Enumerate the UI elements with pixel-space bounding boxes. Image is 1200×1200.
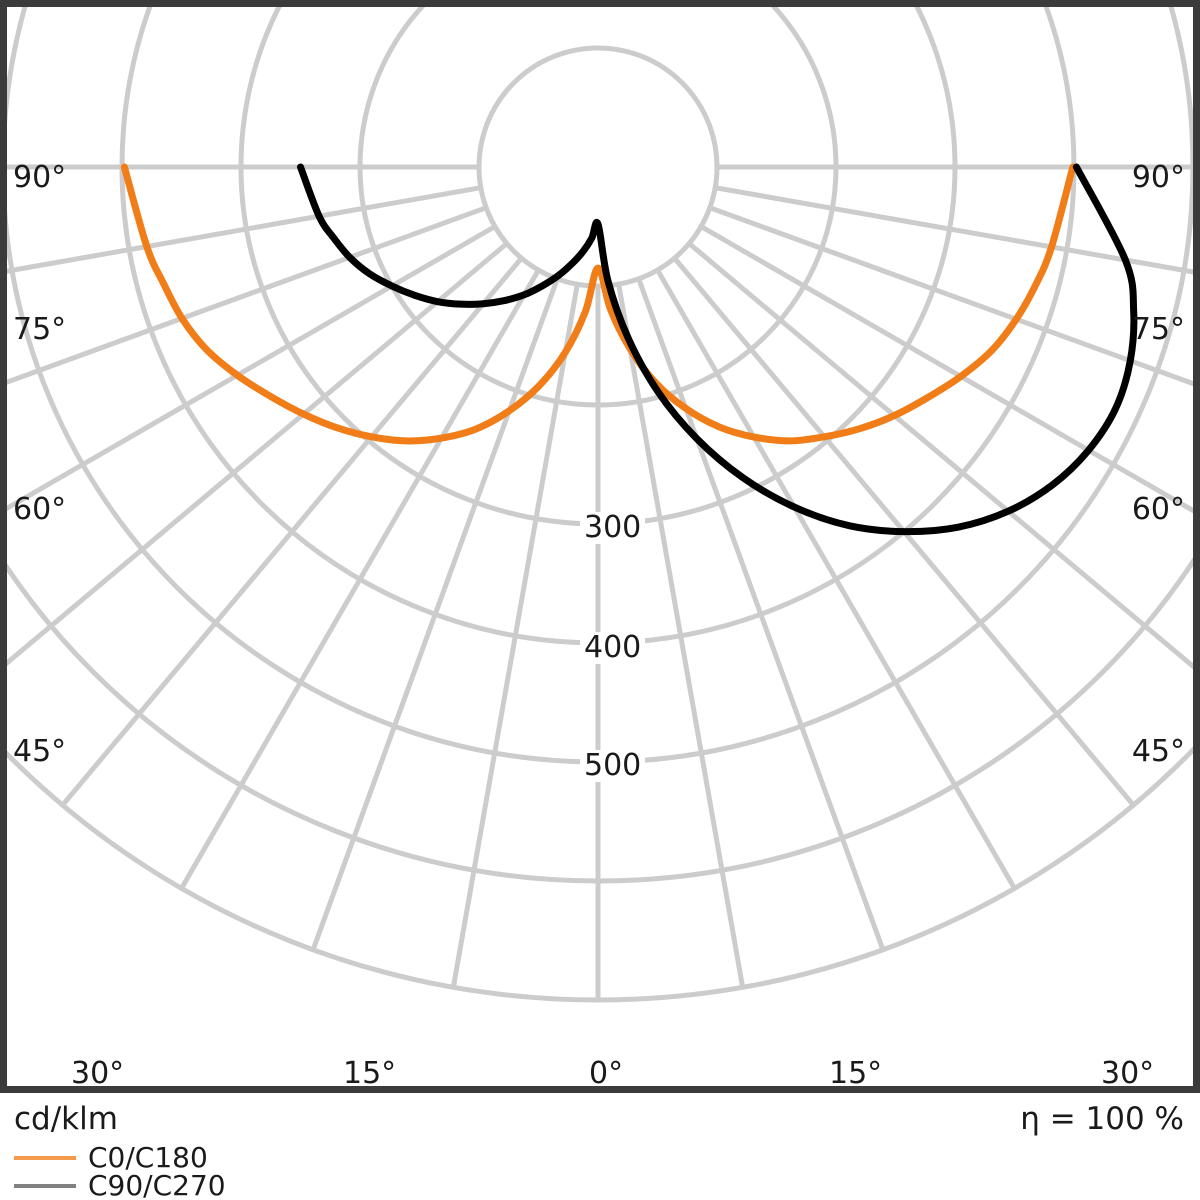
grid-circle-100 [476, 45, 720, 289]
grid-spoke--70 [7, 205, 489, 385]
angle-label-right-45: 45° [1131, 734, 1185, 769]
grid-spoke-80 [712, 185, 1193, 275]
grid-spoke-60 [698, 224, 1193, 514]
legend: C0/C180 C90/C270 [14, 1144, 414, 1200]
footer-row: cd/klm η = 100 % [0, 1093, 1200, 1145]
angle-label-left-90: 90° [13, 160, 67, 195]
legend-swatch-c90-c270 [14, 1184, 76, 1188]
efficiency-label: η = 100 % [1020, 1101, 1184, 1137]
unit-label: cd/klm [14, 1101, 118, 1137]
angle-label-right-60: 60° [1131, 492, 1185, 527]
polar-plot-svg [7, 7, 1193, 1003]
series-curve-c90-c270 [297, 163, 1138, 536]
angle-label-right-75: 75° [1131, 312, 1185, 347]
grid-spoke-20 [636, 276, 886, 953]
grid-spoke--40 [60, 255, 525, 808]
series-curve-c0-c180 [120, 163, 1077, 445]
polar-grid [7, 7, 1193, 1003]
angle-label-left-60: 60° [13, 492, 67, 527]
angle-label-bottom-30-right: 30° [1101, 1056, 1155, 1091]
polar-series [120, 163, 1138, 536]
grid-spoke--20 [310, 276, 560, 953]
grid-spoke--60 [7, 224, 498, 512]
angle-label-left-45: 45° [13, 734, 67, 769]
angle-label-right-90: 90° [1131, 160, 1185, 195]
angle-label-bottom-30-left: 30° [71, 1056, 125, 1091]
radial-label-300: 300 [580, 512, 646, 544]
plot-frame: 90° 75° 60° 45° 90° 75° 60° 45° 30° 15° … [0, 0, 1200, 1093]
radial-label-400: 400 [580, 632, 646, 664]
legend-item-c0-c180[interactable]: C0/C180 [14, 1144, 414, 1172]
grid-spoke--10 [450, 281, 580, 990]
grid-spoke-30 [655, 267, 1017, 891]
legend-item-c90-c270[interactable]: C90/C270 [14, 1172, 414, 1200]
legend-swatch-c0-c180 [14, 1156, 76, 1160]
grid-spoke-50 [686, 240, 1193, 670]
grid-spoke-10 [616, 281, 746, 990]
grid-spoke--50 [7, 240, 510, 667]
angle-label-bottom-0: 0° [589, 1056, 624, 1091]
angle-label-bottom-15-right: 15° [829, 1056, 883, 1091]
angle-label-bottom-15-left: 15° [343, 1056, 397, 1091]
grid-spoke-70 [707, 205, 1193, 387]
grid-spoke--30 [179, 267, 541, 891]
grid-spoke--80 [7, 185, 484, 274]
radial-label-500: 500 [580, 750, 646, 782]
legend-label-c0-c180: C0/C180 [88, 1141, 208, 1174]
angle-label-left-75: 75° [13, 312, 67, 347]
legend-label-c90-c270: C90/C270 [88, 1169, 226, 1200]
